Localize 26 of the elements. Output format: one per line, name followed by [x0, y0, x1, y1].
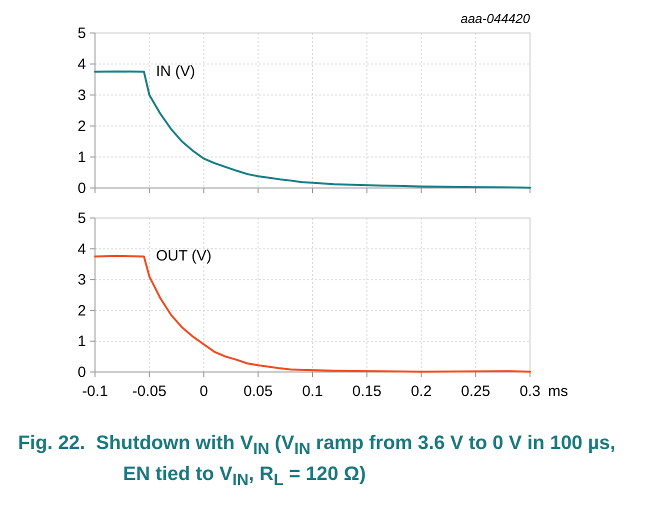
- x-tick-label: -0.05: [132, 383, 166, 400]
- y-tick-label: 0: [78, 180, 86, 197]
- x-tick-label: 0.15: [352, 383, 382, 400]
- x-axis-title: ms: [548, 383, 568, 400]
- y-tick-label: 3: [78, 272, 86, 289]
- y-tick-label: 2: [78, 118, 86, 135]
- x-tick-label: 0.25: [461, 383, 490, 400]
- x-tick-label: -0.1: [82, 383, 108, 400]
- y-tick-label: 1: [78, 149, 86, 166]
- y-tick-label: 5: [78, 25, 86, 42]
- x-tick-label: 0.05: [244, 383, 273, 400]
- text: Fig. 22. Shutdown with V$_{IN}$ (V$_{IN}$ ramp from 3.6 V to 0 V in 100 µs, EN tied to V$_{IN}$, R$_{L}$ = 120 Ω): [18, 432, 616, 489]
- y-tick-label: 2: [78, 302, 86, 320]
- y-tick-label: 5: [78, 210, 86, 227]
- y-tick-label: 0: [78, 364, 86, 381]
- y-tick-label: 3: [78, 87, 86, 104]
- series-label: OUT (V): [156, 248, 212, 264]
- y-tick-label: 4: [78, 56, 86, 73]
- y-tick-label: 1: [78, 333, 86, 350]
- x-tick-label: 0.3: [520, 383, 540, 400]
- x-tick-label: 0.2: [410, 383, 432, 400]
- x-tick-label: 0.1: [302, 383, 323, 400]
- y-tick-label: 4: [78, 240, 86, 258]
- text: aaa-044420: [460, 11, 531, 26]
- series-label: IN (V): [156, 62, 196, 80]
- x-tick-label: 0: [200, 383, 208, 400]
